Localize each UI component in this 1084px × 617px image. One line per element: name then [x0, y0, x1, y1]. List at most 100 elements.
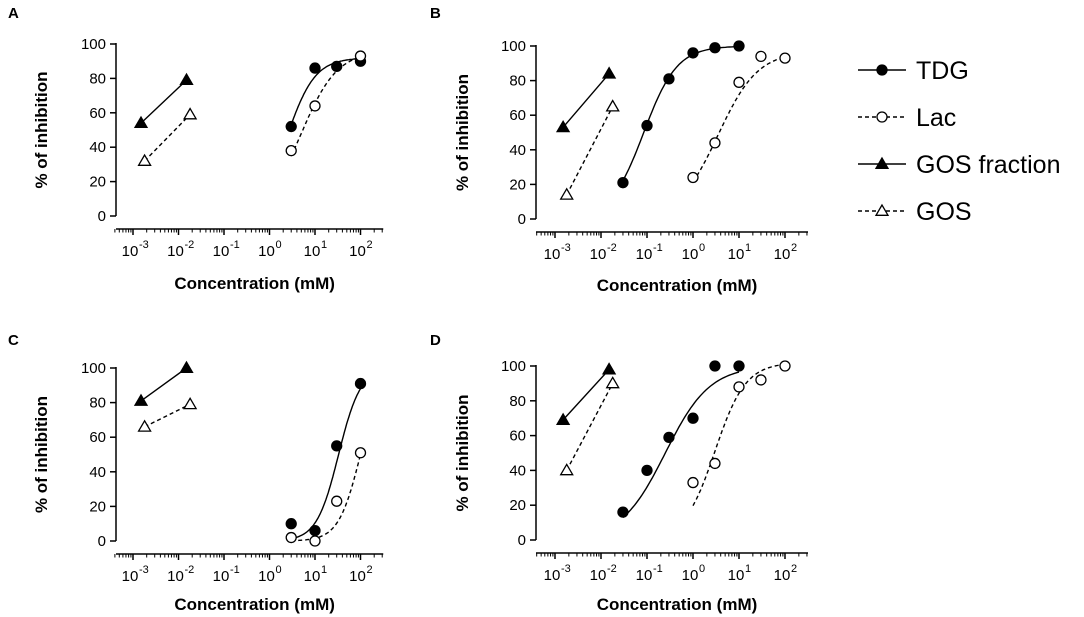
series-gos	[137, 107, 198, 166]
series-lac	[285, 50, 367, 157]
data-point	[709, 137, 721, 149]
x-tick-exponent: -2	[607, 563, 617, 575]
data-point	[285, 144, 297, 157]
legend-item: GOS fraction	[858, 151, 1061, 179]
y-tick-label: 40	[509, 142, 526, 159]
data-point	[555, 412, 571, 425]
x-tick-label: 10	[349, 568, 366, 585]
series-gos	[559, 376, 620, 476]
x-tick-label: 10	[636, 567, 653, 584]
legend-item: GOS	[858, 198, 972, 226]
data-point	[733, 40, 745, 52]
x-tick-exponent: 1	[745, 242, 751, 254]
series-gos-fraction	[133, 360, 194, 406]
series-line	[562, 73, 610, 128]
data-point	[309, 62, 321, 74]
fit-curve	[291, 454, 362, 542]
x-tick-exponent: -2	[607, 242, 617, 254]
x-tick-exponent: 0	[699, 242, 705, 254]
fit-curve	[692, 363, 786, 507]
x-tick-exponent: 2	[791, 242, 797, 254]
data-point	[354, 50, 367, 62]
y-tick-label: 80	[509, 73, 526, 90]
data-point	[733, 360, 745, 372]
legend: TDG Lac GOS fraction GOS	[858, 57, 1061, 226]
x-tick-exponent: 1	[321, 239, 327, 251]
legend-label: Lac	[916, 104, 956, 132]
y-axis-title: % of inhibition	[453, 74, 472, 191]
series-line	[566, 383, 614, 471]
x-tick-exponent: 2	[367, 564, 373, 576]
y-tick-label: 40	[509, 462, 526, 479]
data-point	[663, 431, 675, 443]
x-tick-label: 10	[213, 243, 230, 260]
y-tick-label: 20	[509, 497, 526, 514]
data-point	[309, 535, 321, 547]
legend-label: TDG	[916, 57, 969, 85]
data-point	[137, 419, 152, 432]
data-point	[309, 100, 321, 112]
fit-curve	[290, 57, 361, 125]
series-line	[566, 106, 614, 196]
x-tick-label: 10	[728, 246, 745, 263]
series-lac	[285, 447, 367, 547]
x-tick-label: 10	[167, 568, 184, 585]
x-tick-exponent: 1	[745, 563, 751, 575]
y-tick-label: 80	[509, 393, 526, 410]
data-point	[331, 495, 343, 507]
legend-marker	[876, 64, 888, 76]
data-point	[133, 393, 149, 406]
fit-curve	[622, 45, 739, 181]
legend-marker	[874, 156, 890, 169]
x-tick-label: 10	[258, 568, 275, 585]
data-point	[641, 119, 653, 132]
panel-letter: B	[430, 5, 441, 22]
data-point	[709, 457, 721, 470]
data-point	[755, 374, 767, 386]
x-tick-label: 10	[304, 568, 321, 585]
panel-letter: D	[430, 332, 441, 349]
x-tick-exponent: 0	[276, 564, 282, 576]
legend-label: GOS fraction	[916, 151, 1061, 179]
y-tick-label: 0	[518, 211, 526, 228]
legend-marker	[874, 203, 890, 216]
x-tick-label: 10	[774, 567, 791, 584]
fit-curve	[692, 56, 786, 183]
series-gos-fraction	[555, 66, 617, 133]
y-tick-label: 80	[89, 395, 106, 412]
legend-label: GOS	[916, 198, 972, 226]
y-axis-title: % of inhibition	[32, 71, 51, 188]
data-point	[687, 171, 699, 184]
y-tick-label: 20	[509, 176, 526, 193]
data-point	[779, 360, 791, 372]
y-tick-label: 100	[81, 36, 106, 53]
data-point	[133, 115, 149, 129]
x-tick-exponent: -2	[185, 564, 195, 576]
data-point	[285, 518, 297, 530]
x-axis-title: Concentration (mM)	[174, 595, 335, 614]
x-tick-label: 10	[544, 246, 561, 263]
y-tick-label: 20	[89, 174, 106, 191]
legend-marker	[876, 111, 888, 123]
series-tdg	[285, 377, 367, 540]
x-tick-label: 10	[590, 567, 607, 584]
x-axis-title: Concentration (mM)	[174, 274, 335, 293]
x-tick-label: 10	[682, 567, 699, 584]
fit-curve	[290, 56, 361, 157]
x-tick-exponent: -2	[185, 239, 195, 251]
series-tdg	[285, 55, 367, 133]
y-tick-label: 40	[89, 464, 106, 481]
fit-curve	[622, 371, 740, 519]
series-line	[144, 114, 191, 162]
x-tick-label: 10	[682, 246, 699, 263]
x-tick-exponent: -1	[653, 242, 663, 254]
x-tick-exponent: -3	[561, 242, 571, 254]
x-tick-exponent: 2	[791, 563, 797, 575]
data-point	[137, 153, 152, 166]
